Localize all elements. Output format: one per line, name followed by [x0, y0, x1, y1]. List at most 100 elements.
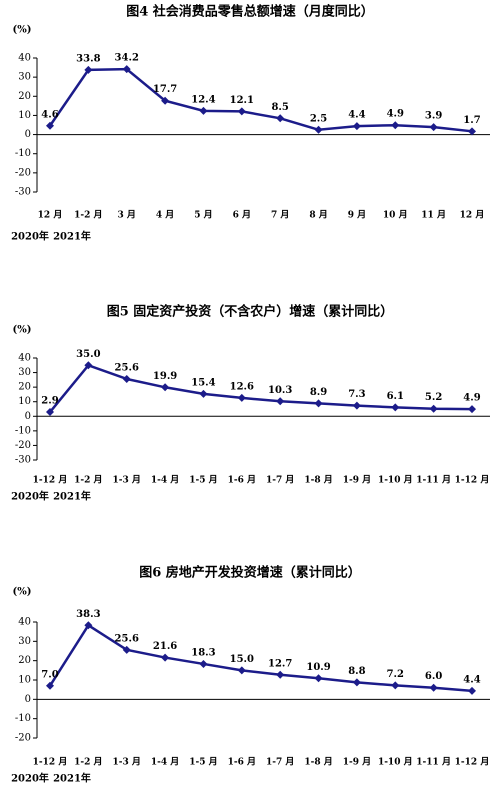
x-group-label: 2021年 [53, 230, 91, 243]
line [48, 623, 473, 693]
chart-title: 图6 房地产开发投资增速（累计同比） [139, 565, 361, 581]
y-tick-label: 20 [18, 655, 31, 666]
x-tick-label: 1-7 月 [266, 757, 294, 768]
y-tick-label: 10 [18, 396, 31, 407]
x-tick-label: 1-12 月 [455, 475, 490, 486]
value-label: 1.7 [463, 115, 480, 126]
value-label: 10.3 [268, 385, 292, 396]
marker [122, 65, 131, 74]
marker [468, 127, 476, 136]
value-label: 12.6 [230, 381, 254, 392]
x-tick-label: 1-10 月 [378, 475, 413, 486]
x-tick-label: 1-12 月 [455, 757, 490, 768]
value-label: 6.0 [425, 671, 442, 682]
line [49, 363, 473, 413]
value-label: 2.5 [310, 113, 327, 124]
marker [161, 96, 170, 105]
marker [391, 121, 400, 130]
x-tick-label: 1-4 月 [151, 475, 179, 486]
marker [84, 361, 93, 370]
x-tick-label: 1-2 月 [74, 210, 102, 221]
marker [468, 686, 476, 695]
x-tick-label: 9 月 [348, 210, 366, 221]
value-label: 33.8 [76, 53, 100, 64]
x-tick-label: 3 月 [118, 210, 136, 221]
x-tick-label: 1-11 月 [416, 757, 451, 768]
value-label: 5.2 [425, 392, 442, 403]
marker [314, 125, 323, 134]
marker [84, 621, 93, 630]
marker [161, 383, 170, 392]
value-label: 8.9 [310, 387, 327, 398]
marker [276, 397, 285, 406]
y-tick-label: 0 [25, 694, 31, 705]
y-tick-label: 0 [25, 129, 31, 140]
value-label: 17.7 [153, 84, 177, 95]
x-tick-label: 1-6 月 [228, 757, 256, 768]
value-label: 12.7 [268, 658, 292, 669]
marker [237, 393, 246, 402]
value-label: 7.2 [387, 669, 404, 680]
x-tick-label: 1-7 月 [266, 475, 294, 486]
value-label: 19.9 [153, 371, 177, 382]
line [48, 67, 473, 133]
x-tick-label: 6 月 [233, 210, 251, 221]
value-label: 25.6 [115, 362, 139, 373]
marker [429, 683, 438, 692]
y-tick-label: 40 [18, 617, 31, 628]
value-label: 4.6 [41, 109, 58, 120]
y-tick-label: -20 [15, 167, 31, 178]
marker [352, 122, 361, 131]
y-tick-label: -20 [15, 440, 31, 451]
marker [122, 374, 131, 383]
x-tick-label: 1-5 月 [189, 757, 217, 768]
y-tick-label: 30 [18, 72, 31, 83]
y-tick-label: 30 [18, 636, 31, 647]
value-label: 15.0 [230, 654, 254, 665]
x-tick-label: 1-9 月 [343, 757, 371, 768]
marker [46, 681, 54, 690]
value-label: 2.9 [41, 396, 58, 407]
value-label: 12.4 [191, 94, 215, 105]
marker [122, 645, 131, 654]
marker [161, 653, 170, 662]
x-tick-label: 5 月 [194, 210, 212, 221]
value-label: 34.2 [115, 53, 139, 64]
marker [429, 404, 438, 413]
marker [314, 399, 323, 408]
x-tick-label: 10 月 [383, 210, 408, 221]
marker [391, 403, 400, 412]
y-tick-label: 40 [18, 53, 31, 64]
marker [84, 65, 93, 74]
x-tick-label: 1-2 月 [74, 475, 102, 486]
x-tick-label: 1-6 月 [228, 475, 256, 486]
value-label: 8.5 [271, 102, 288, 113]
value-label: 10.9 [306, 662, 330, 673]
y-tick-label: -10 [15, 148, 31, 159]
value-label: 35.0 [76, 349, 100, 360]
marker [46, 121, 54, 130]
marker [429, 123, 438, 132]
chart-title: 图4 社会消费品零售总额增速（月度同比） [126, 4, 374, 20]
value-label: 4.9 [387, 109, 404, 120]
marker [199, 659, 208, 668]
x-tick-label: 1-12 月 [33, 475, 68, 486]
value-label: 25.6 [115, 633, 139, 644]
value-label: 15.4 [191, 377, 215, 388]
chart-title: 图5 固定资产投资（不含农户）增速（累计同比） [107, 304, 394, 320]
marker [46, 408, 54, 417]
x-group-label: 2021年 [53, 490, 91, 503]
y-tick-label: 0 [25, 411, 31, 422]
marker [199, 389, 208, 398]
x-group-label: 2020年 [11, 490, 49, 503]
y-tick-label: -20 [15, 733, 31, 744]
value-label: 38.3 [76, 609, 100, 620]
x-tick-label: 1-12 月 [33, 757, 68, 768]
marker [276, 114, 285, 123]
y-tick-label: 10 [18, 110, 31, 121]
value-label: 6.1 [387, 391, 404, 402]
marker [199, 106, 208, 115]
x-group-label: 2021年 [53, 772, 91, 785]
x-tick-label: 1-8 月 [304, 757, 332, 768]
